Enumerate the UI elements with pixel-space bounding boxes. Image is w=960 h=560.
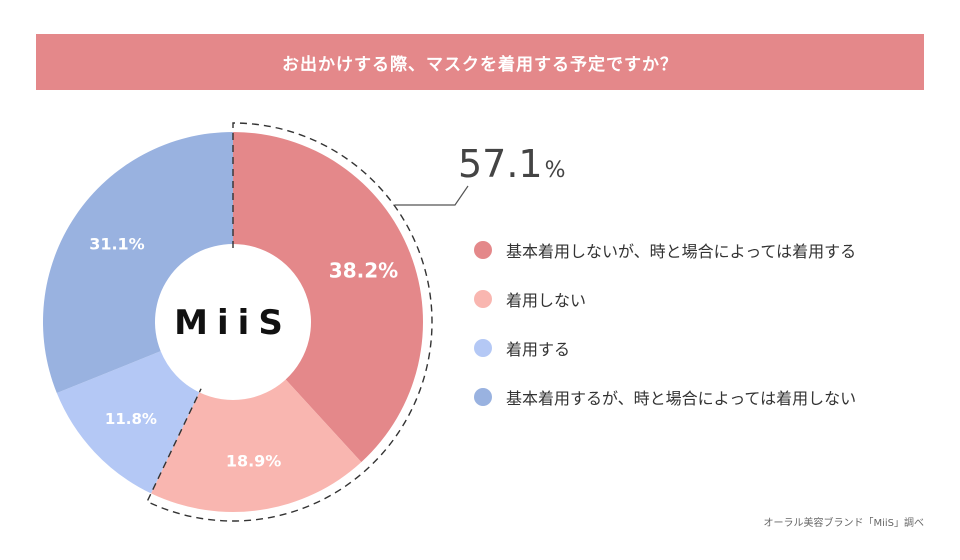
slice-label: 18.9% (226, 451, 282, 470)
legend-swatch (474, 339, 492, 357)
slice-label: 31.1% (89, 235, 145, 254)
source-credit: オーラル美容ブランド「MiiS」調べ (763, 518, 924, 529)
pie-slice (43, 132, 234, 394)
legend-label: 基本着用するが、時と場合によっては着用しない (506, 389, 857, 408)
center-logo: MiiS (174, 303, 292, 343)
chart-title: お出かけする際、マスクを着用する予定ですか？ (36, 34, 924, 90)
pie-slice (151, 379, 362, 513)
legend-item: 着用しない (474, 285, 856, 313)
slice-label: 11.8% (105, 410, 157, 428)
highlight-dashed-outline (146, 122, 433, 522)
slice-label: 38.2% (329, 258, 398, 282)
legend-label: 基本着用しないが、時と場合によっては着用する (506, 242, 857, 261)
legend-item: 着用する (474, 334, 856, 362)
legend-swatch (474, 290, 492, 308)
legend: 基本着用しないが、時と場合によっては着用する 着用しない 着用する 基本着用する… (474, 236, 856, 432)
highlight-unit: % (544, 158, 566, 183)
legend-label: 着用する (506, 340, 571, 359)
pie-slice (233, 132, 423, 463)
legend-item: 基本着用するが、時と場合によっては着用しない (474, 383, 856, 411)
highlight-value: 57.1% (458, 142, 566, 186)
highlight-leader-line (395, 185, 469, 206)
highlight-number: 57.1 (458, 142, 543, 186)
legend-swatch (474, 241, 492, 259)
legend-swatch (474, 388, 492, 406)
legend-item: 基本着用しないが、時と場合によっては着用する (474, 236, 856, 264)
legend-label: 着用しない (506, 291, 587, 310)
pie-slice (56, 351, 200, 494)
